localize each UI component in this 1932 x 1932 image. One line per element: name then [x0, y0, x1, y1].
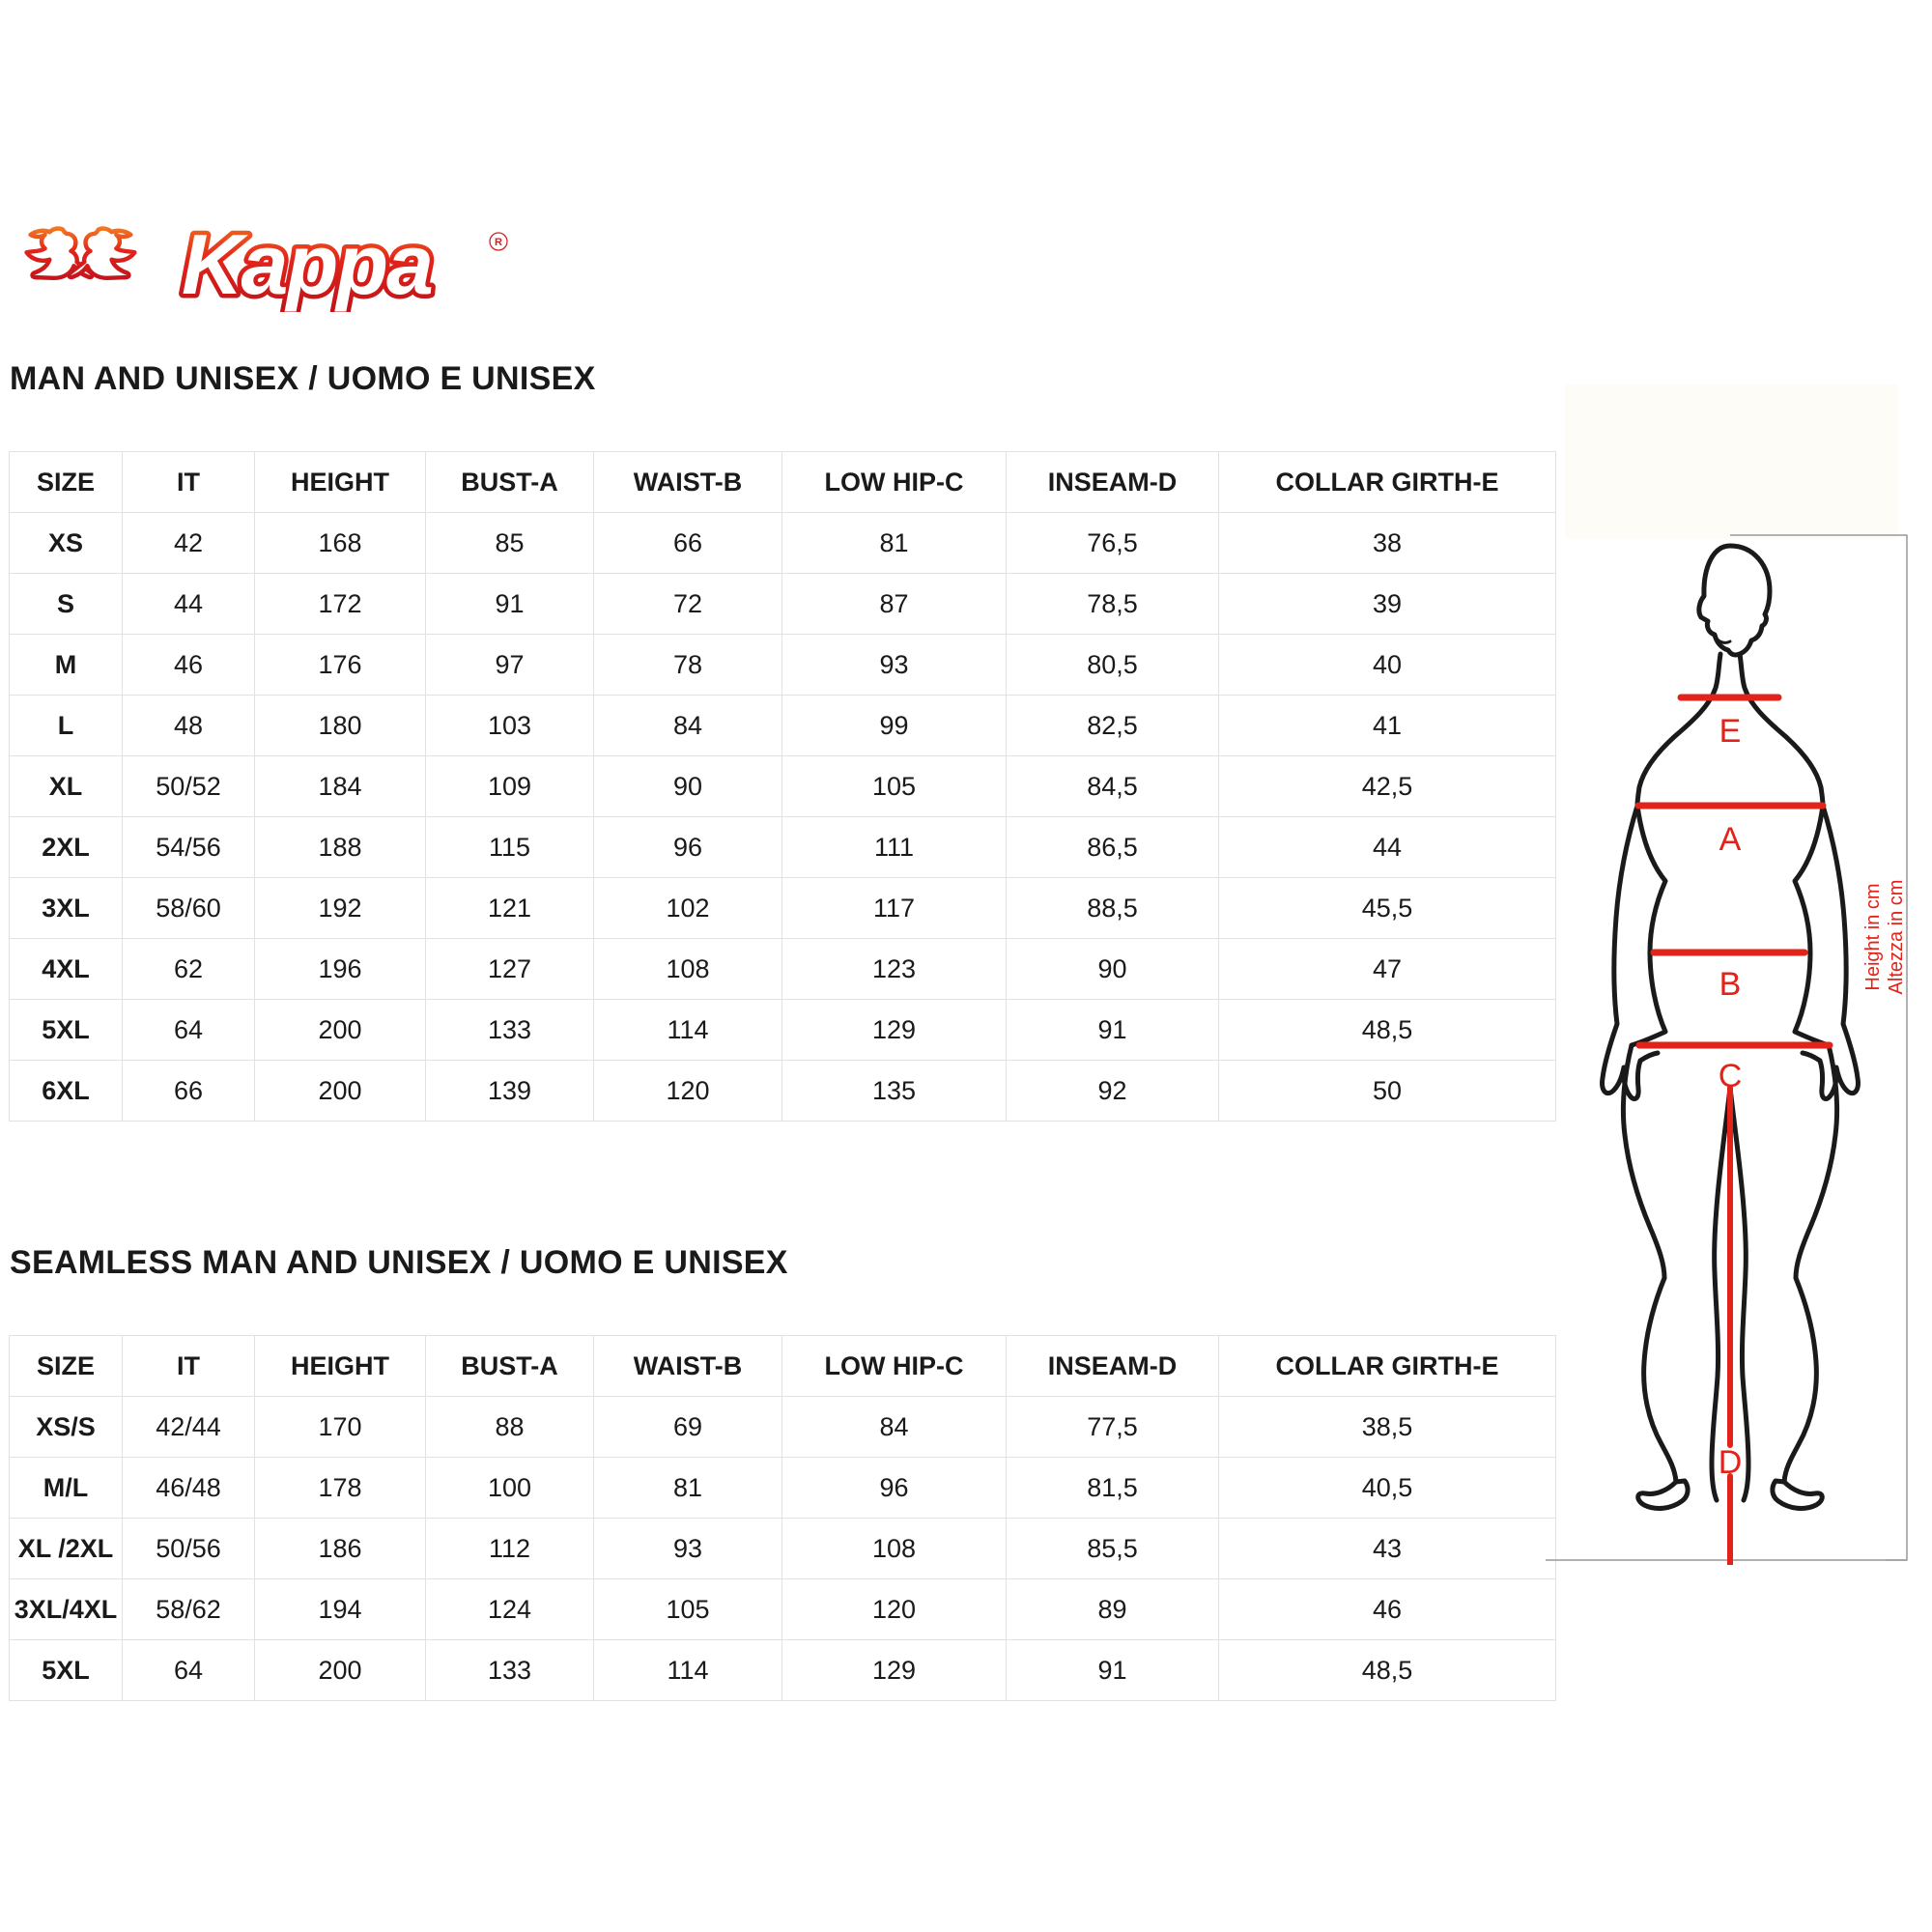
svg-text:D: D	[1719, 1444, 1743, 1481]
svg-text:A: A	[1719, 821, 1742, 858]
svg-text:C: C	[1719, 1058, 1743, 1094]
svg-text:R: R	[495, 237, 502, 248]
svg-text:Kappa: Kappa	[182, 220, 432, 312]
svg-text:B: B	[1719, 966, 1742, 1003]
svg-text:Altezza in cm: Altezza in cm	[1886, 880, 1907, 995]
svg-text:Height in cm: Height in cm	[1862, 883, 1884, 990]
svg-text:E: E	[1719, 713, 1742, 750]
